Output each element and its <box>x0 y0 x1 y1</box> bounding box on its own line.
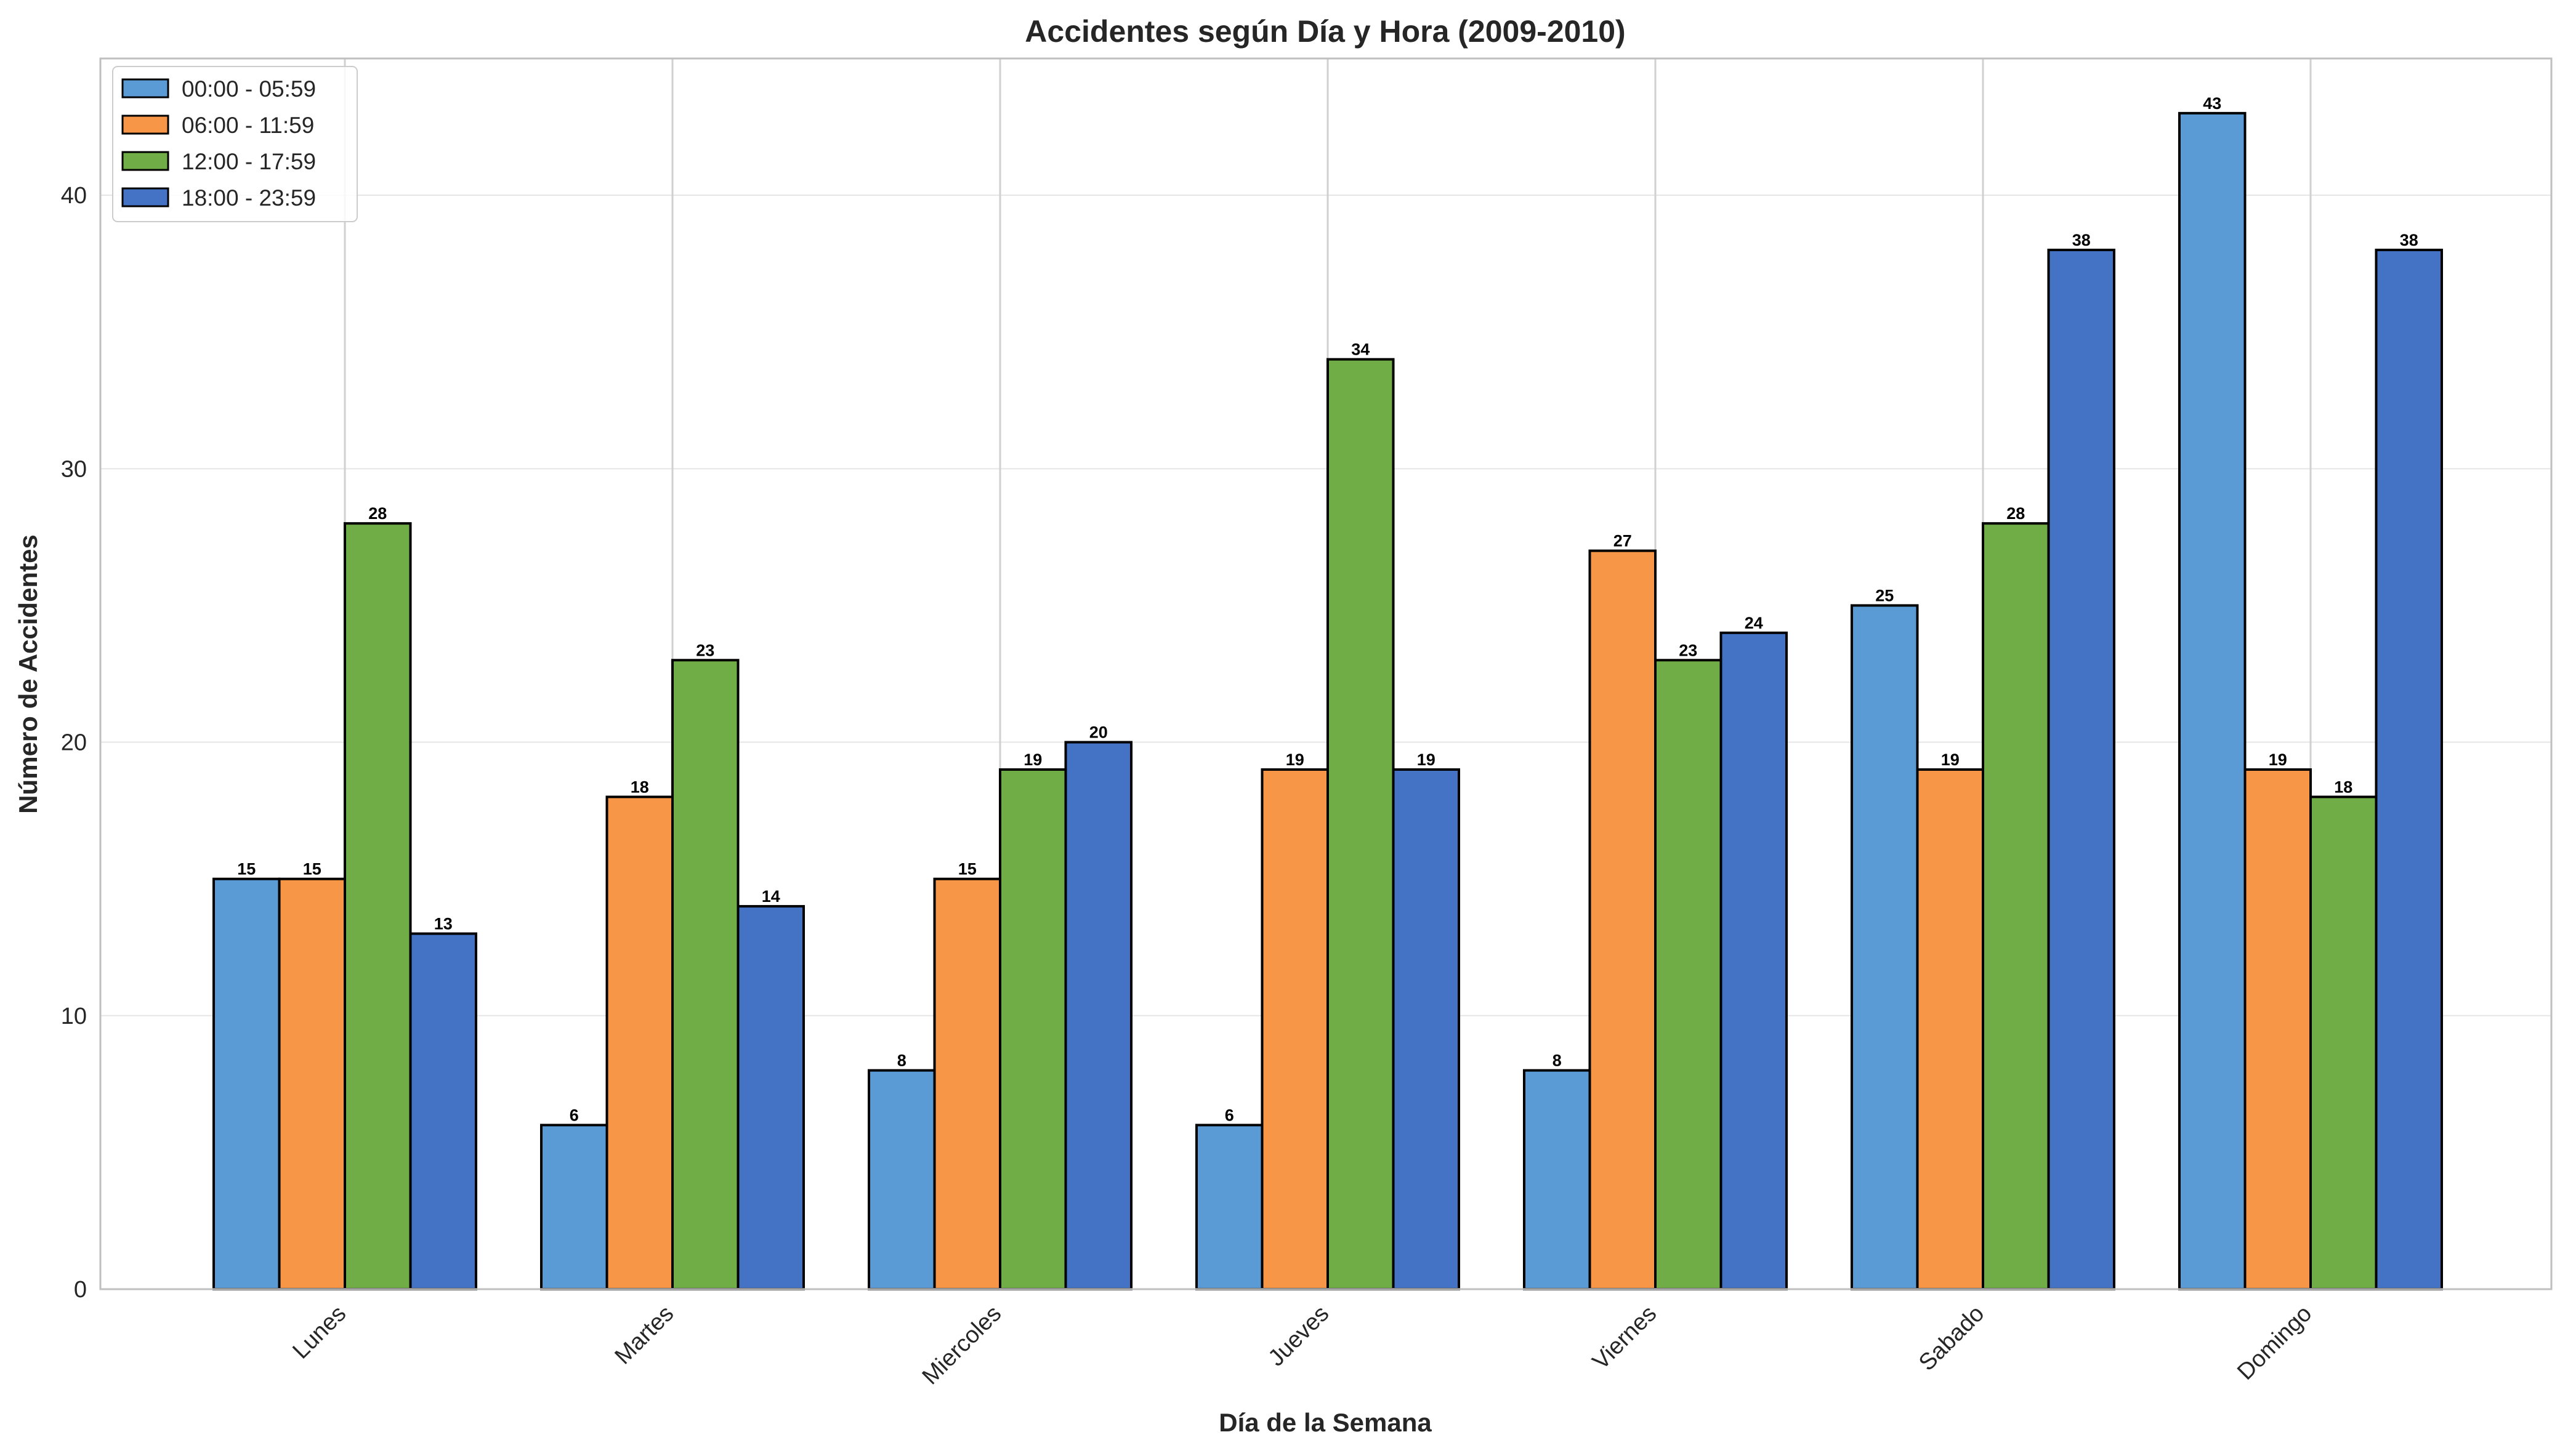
data-label: 15 <box>303 860 321 879</box>
legend-swatch <box>121 187 169 207</box>
legend-label: 12:00 - 17:59 <box>182 149 316 174</box>
data-label: 19 <box>1417 750 1435 769</box>
data-label: 23 <box>1679 641 1697 659</box>
bar <box>2375 248 2443 1290</box>
bar <box>1261 768 1329 1290</box>
bar <box>2178 111 2247 1290</box>
bar <box>1654 659 1722 1291</box>
data-label: 8 <box>1553 1052 1562 1070</box>
data-label: 28 <box>2006 504 2025 523</box>
bar <box>2309 795 2378 1290</box>
x-tick-label: Miercoles <box>918 1301 1007 1390</box>
data-label: 19 <box>1941 750 1960 769</box>
data-label: 38 <box>2400 231 2418 249</box>
legend-label: 00:00 - 05:59 <box>182 76 316 102</box>
data-label: 18 <box>2334 778 2352 796</box>
plot-frame <box>99 57 2553 1290</box>
data-label: 14 <box>762 887 780 906</box>
y-axis-label: Número de Accidentes <box>14 534 42 814</box>
bar <box>409 932 477 1290</box>
data-label: 34 <box>1351 340 1370 359</box>
bar <box>1588 549 1657 1290</box>
legend-box <box>112 66 358 222</box>
data-label: 15 <box>958 860 977 879</box>
data-label: 19 <box>1024 750 1042 769</box>
bar <box>1916 768 1984 1290</box>
bar <box>1982 522 2050 1291</box>
legend: 00:00 - 05:59 06:00 - 11:59 12:00 - 17:59 1… <box>112 66 358 222</box>
y-tick-label: 30 <box>61 456 87 482</box>
legend-swatch <box>121 115 169 135</box>
bar <box>1392 768 1460 1290</box>
bar <box>868 1069 936 1290</box>
data-label: 6 <box>570 1106 579 1124</box>
x-tick-label: Lunes <box>288 1301 351 1364</box>
data-label: 43 <box>2203 94 2221 113</box>
legend-label: 06:00 - 11:59 <box>182 113 314 138</box>
y-tick-label: 40 <box>61 183 87 209</box>
y-tick-label: 20 <box>61 730 87 756</box>
bar <box>344 522 412 1291</box>
bars <box>212 111 2443 1291</box>
x-axis-label: Día de la Semana <box>1219 1408 1432 1437</box>
bar <box>1851 604 1919 1290</box>
data-label: 25 <box>1875 586 1894 605</box>
bar <box>737 905 805 1290</box>
legend-label: 18:00 - 23:59 <box>182 185 316 211</box>
data-label: 38 <box>2072 231 2091 249</box>
legend-swatch <box>121 151 169 171</box>
chart-title: Accidentes según Día y Hora (2009-2010) <box>1025 14 1625 49</box>
bar <box>933 877 1001 1290</box>
y-tick-label: 10 <box>61 1004 87 1029</box>
bar <box>278 877 346 1290</box>
x-tick-label: Sabado <box>1914 1301 1989 1376</box>
data-label: 19 <box>1286 750 1304 769</box>
x-tick-label: Viernes <box>1588 1301 1662 1375</box>
bar <box>1326 358 1395 1291</box>
bar <box>1195 1124 1264 1290</box>
data-label: 6 <box>1225 1106 1234 1124</box>
bar <box>1523 1069 1591 1290</box>
legend-swatch <box>121 78 169 99</box>
x-tick-label: Jueves <box>1264 1301 1334 1372</box>
bar <box>2047 248 2115 1290</box>
y-tick-label: 0 <box>74 1277 87 1303</box>
data-label: 23 <box>696 641 714 659</box>
data-label: 27 <box>1613 532 1632 550</box>
bar <box>671 659 740 1291</box>
bar <box>212 877 281 1290</box>
data-label: 15 <box>237 860 256 879</box>
x-tick-label: Martes <box>610 1301 679 1370</box>
bar <box>605 795 674 1290</box>
x-axis-ticks: Lunes Martes Miercoles Jueves Viernes Sabado D… <box>288 1301 2317 1390</box>
data-label: 20 <box>1089 723 1108 742</box>
data-label: 24 <box>1745 614 1763 632</box>
bar <box>999 768 1067 1290</box>
data-label: 28 <box>368 504 387 523</box>
bar <box>1719 631 1788 1290</box>
y-axis-ticks: 0 10 20 30 40 <box>61 183 87 1303</box>
data-label: 13 <box>434 915 453 933</box>
data-labels: 15 6 8 6 8 25 43 15 18 15 19 27 19 19 28 23 19 34 23 28 18 13… <box>237 94 2418 1125</box>
data-label: 19 <box>2269 750 2287 769</box>
bar <box>540 1124 608 1290</box>
data-label: 8 <box>897 1052 906 1070</box>
x-tick-label: Domingo <box>2232 1301 2317 1385</box>
bar <box>1064 741 1133 1290</box>
bar <box>2243 768 2312 1290</box>
data-label: 18 <box>631 778 649 796</box>
